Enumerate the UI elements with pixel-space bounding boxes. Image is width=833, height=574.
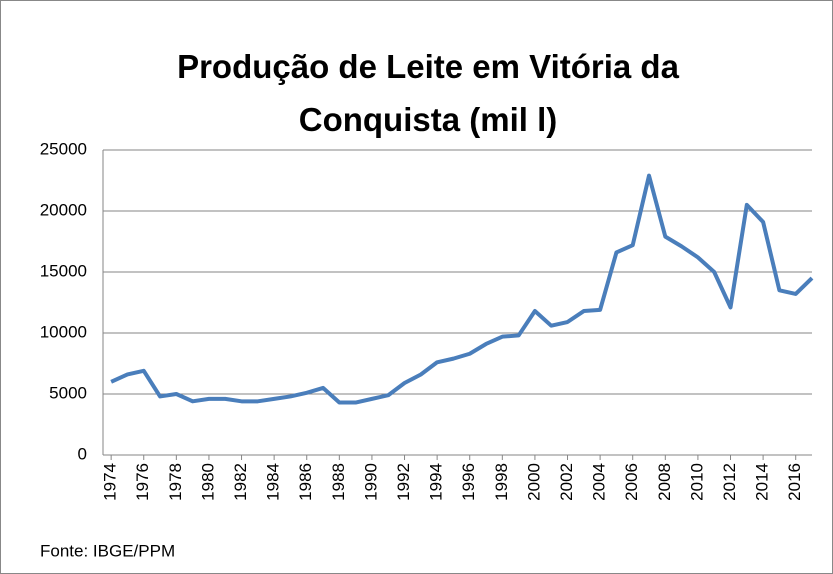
x-tick-label: 1986: [296, 463, 315, 501]
x-tick-label: 1998: [492, 463, 511, 501]
x-tick-label: 1988: [329, 463, 348, 501]
chart-title: Produção de Leite em Vitória da Conquist…: [177, 48, 679, 138]
y-tick-label: 25000: [40, 139, 87, 158]
x-tick-label: 2016: [785, 463, 804, 501]
y-tick-label: 10000: [40, 322, 87, 341]
x-tick-label: 2012: [720, 463, 739, 501]
x-tick-label: 1982: [231, 463, 250, 501]
data-line: [110, 173, 814, 405]
x-tick-label: 1990: [361, 463, 380, 501]
y-tick-label: 5000: [49, 383, 87, 402]
x-tick-label: 1994: [427, 463, 446, 501]
x-tick-label: 1996: [459, 463, 478, 501]
x-tick-label: 1976: [133, 463, 152, 501]
x-tick-label: 1974: [101, 463, 120, 501]
x-tick-label: 2014: [753, 463, 772, 501]
x-tick-label: 2002: [557, 463, 576, 501]
source-note: Fonte: IBGE/PPM: [40, 541, 175, 560]
x-tick-label: 2006: [622, 463, 641, 501]
y-tick-label: 20000: [40, 200, 87, 219]
x-tick-label: 2010: [687, 463, 706, 501]
x-tick-label: 1992: [394, 463, 413, 501]
y-tick-label: 0: [78, 444, 87, 463]
x-tick-label: 1978: [166, 463, 185, 501]
y-tick-label: 15000: [40, 261, 87, 280]
x-tick-label: 1984: [264, 463, 283, 501]
x-tick-label: 1980: [198, 463, 217, 501]
x-tick-label: 2000: [524, 463, 543, 501]
x-tick-label: 2004: [590, 463, 609, 501]
x-tick-label: 2008: [655, 463, 674, 501]
